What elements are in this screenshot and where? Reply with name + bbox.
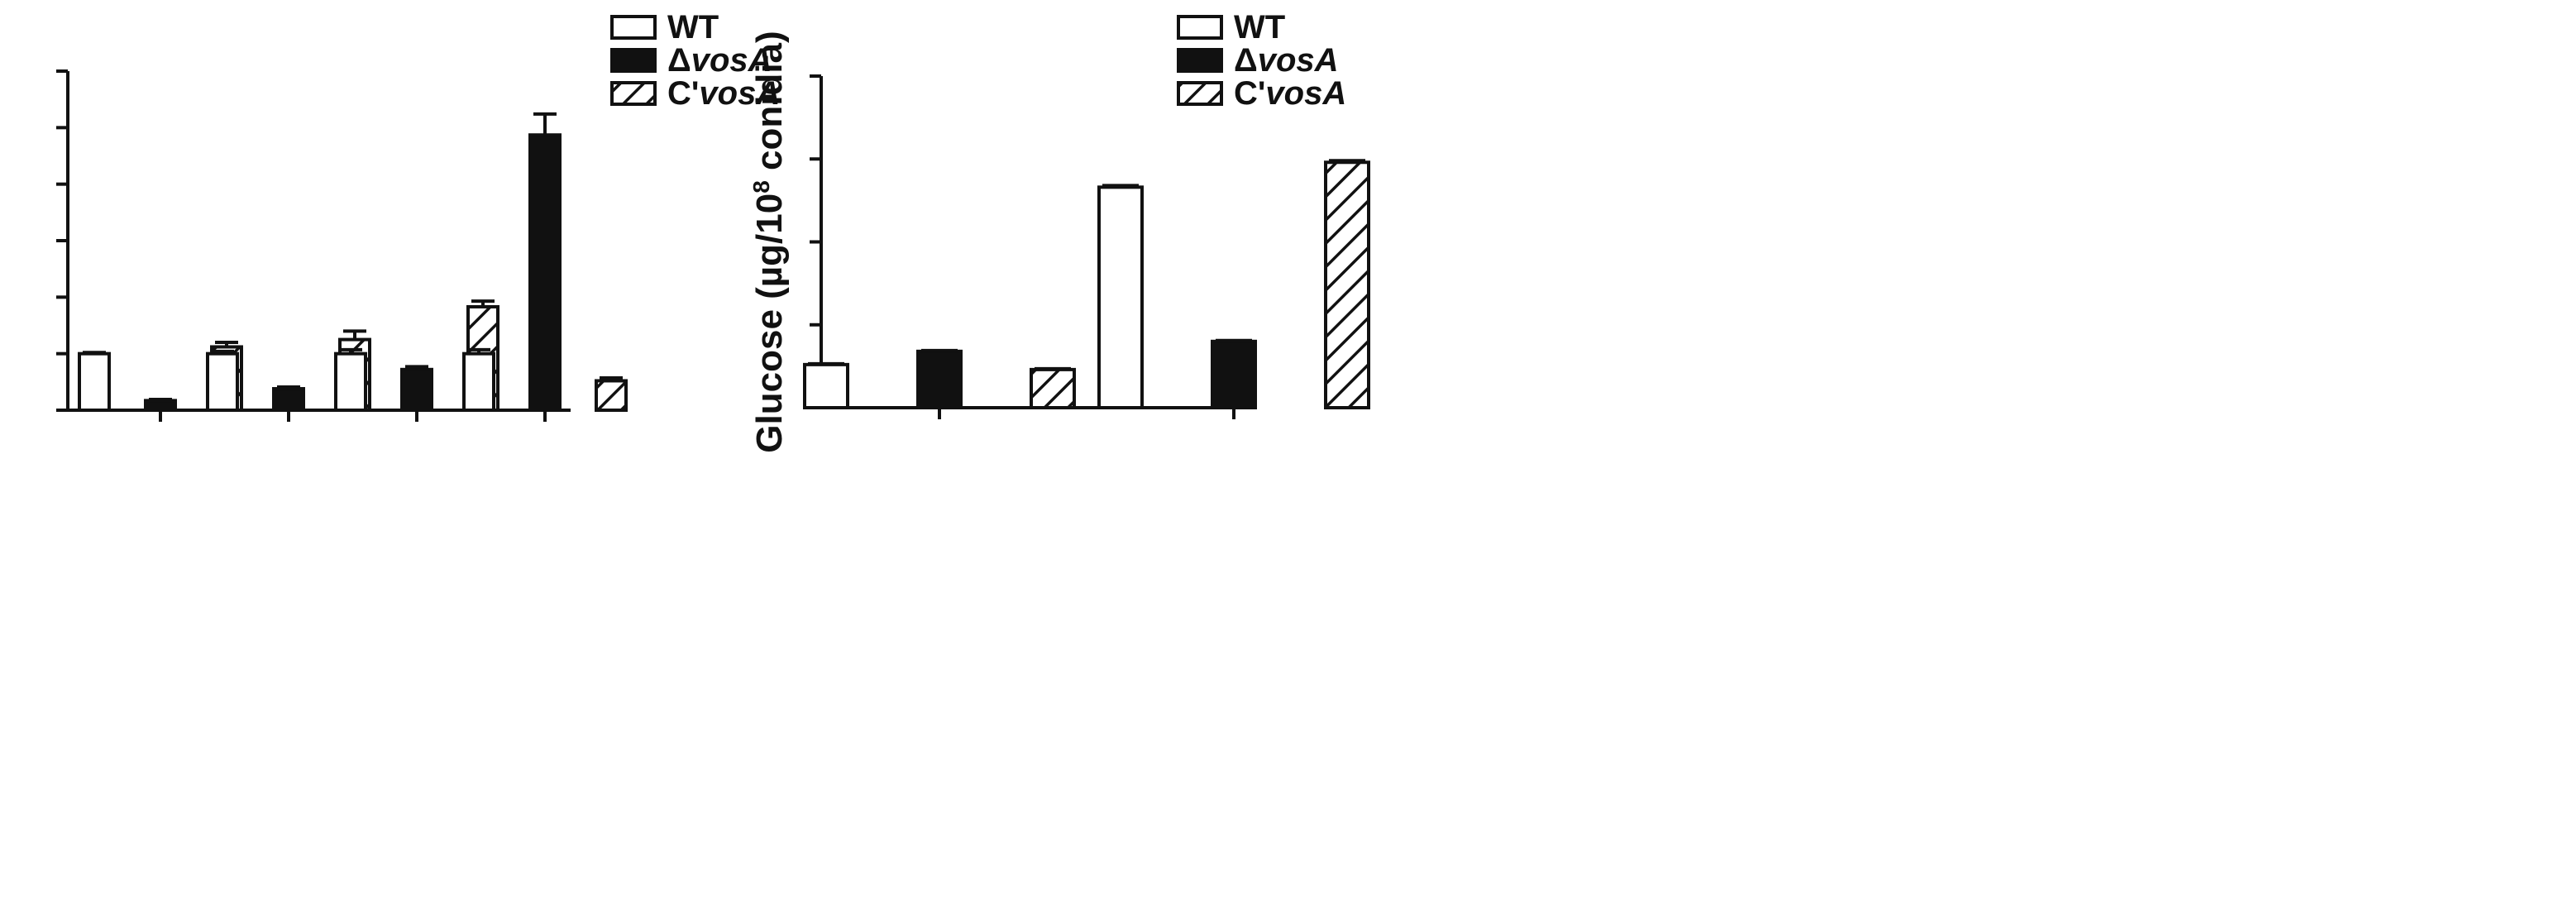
- bar-0-1-2: [400, 367, 433, 412]
- legend-entry: ΔvosA: [667, 42, 772, 79]
- legend-entry: ΔvosA: [1234, 42, 1339, 79]
- y-axis-label: Glucose (µg/108 conidia): [748, 31, 791, 452]
- bar-1-0-0: [803, 362, 849, 409]
- bar-0-0-2: [334, 351, 367, 412]
- legend-entry: C'vosA: [1234, 75, 1346, 112]
- bar-1-0-1: [1097, 185, 1144, 410]
- bar-1-1-1: [1211, 339, 1257, 409]
- bar-1-1-0: [916, 349, 963, 409]
- bar-0-2-3: [595, 379, 628, 413]
- bar-0-1-3: [528, 133, 562, 412]
- legend-entry: WT: [1234, 9, 1285, 45]
- bar-0-0-0: [78, 351, 111, 412]
- legend-swatch: [610, 15, 657, 40]
- legend-entry: C'vosA: [667, 75, 780, 112]
- legend-swatch: [610, 81, 657, 106]
- legend-swatch: [1177, 15, 1223, 40]
- bar-0-0-3: [462, 351, 495, 412]
- legend-swatch: [610, 48, 657, 73]
- legend-swatch: [1177, 48, 1223, 73]
- bar-1-2-1: [1324, 160, 1370, 409]
- bar-1-2-0: [1030, 367, 1076, 410]
- bar-0-1-0: [144, 399, 177, 412]
- bar-0-0-1: [206, 351, 239, 412]
- legend-swatch: [1177, 81, 1223, 106]
- bar-0-1-1: [272, 387, 305, 412]
- legend-entry: WT: [667, 9, 719, 45]
